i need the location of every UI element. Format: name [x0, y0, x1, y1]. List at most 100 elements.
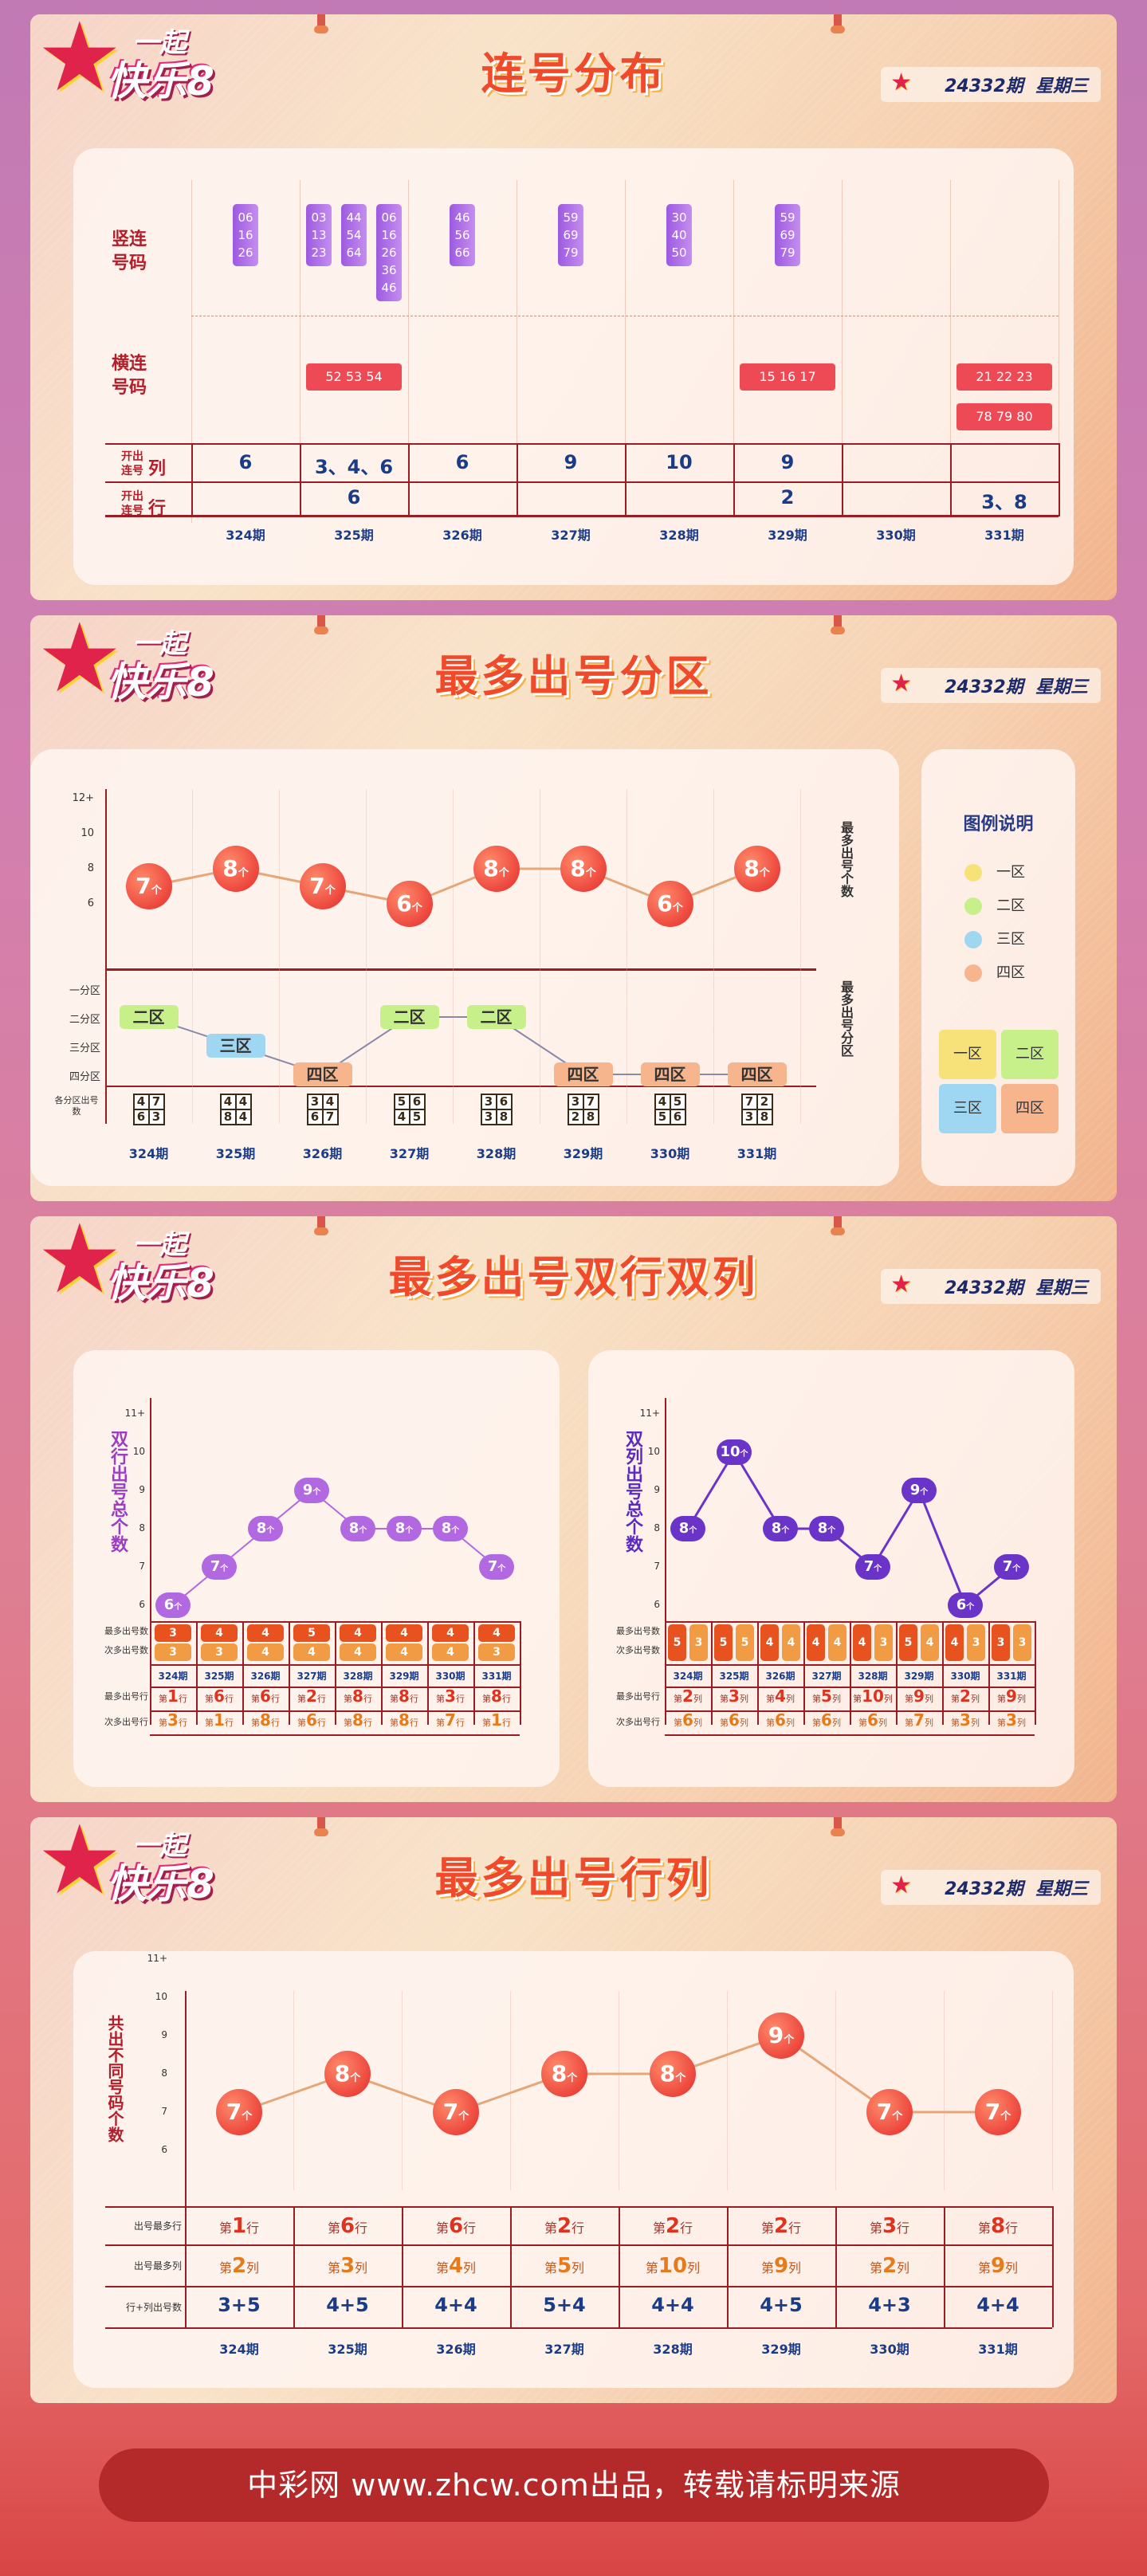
max-row-cell: 第2行 [727, 2214, 835, 2238]
ordinal: 第 [544, 2221, 557, 2236]
table-row-label: 次多出号数 [616, 1645, 660, 1655]
unit: 列 [693, 1694, 702, 1704]
zone-count: 5 [655, 1110, 670, 1124]
ordinal: 第 [435, 2260, 449, 2276]
zone-count: 4 [323, 1095, 337, 1109]
max-index: 9 [913, 1687, 925, 1706]
ordinal: 第 [390, 1718, 399, 1728]
double-row-card: 双行出号总个数 11+ 10 9 8 7 6 6个 7个 8个 9个 8个 8个 8个 7个 最多出号数 次多出… [73, 1350, 560, 1787]
zone-count: 3 [568, 1095, 583, 1109]
count-value: 7 [226, 2099, 242, 2125]
count-ball: 7个 [866, 2089, 913, 2135]
max-col: 3 [340, 2254, 355, 2278]
unit: 行 [680, 2221, 693, 2236]
count-value: 8 [659, 2060, 676, 2087]
count-unit: 个 [585, 867, 596, 879]
zone-count: 5 [395, 1095, 409, 1109]
table-row-label: 最多出号行 [104, 1691, 148, 1702]
legend-quadrant: 一区 二区 三区 四区 [939, 1030, 1059, 1133]
second-index: 3 [167, 1710, 179, 1730]
grid-line-h [105, 2244, 1052, 2246]
grid-line-v [944, 1991, 945, 2190]
period-label: 324期 [226, 528, 265, 543]
max-col: 9 [773, 2254, 789, 2278]
second-index-cell: 第7列 [896, 1710, 942, 1730]
legend-quad-1: 一区 [939, 1030, 996, 1079]
series-value: 8 [348, 1520, 359, 1537]
series-unit: 个 [740, 1450, 748, 1459]
count-ball: 7个 [125, 863, 172, 909]
y-tick: 12+ [72, 792, 94, 804]
unit: 行 [316, 1718, 326, 1728]
unit: 列 [897, 2260, 910, 2276]
y-tick: 8 [161, 2067, 167, 2079]
second-count: 3 [689, 1624, 708, 1661]
series-value: 7 [487, 1558, 498, 1575]
grid-line-v [850, 1621, 851, 1725]
grid-line-v [510, 2206, 512, 2327]
grid-line-h [150, 1621, 520, 1623]
unit: 行 [178, 1718, 187, 1728]
sum-value: 4+4 [434, 2294, 477, 2316]
vertical-run: 59 69 79 [775, 204, 800, 266]
second-count: 3 [201, 1643, 238, 1661]
max-count: 4 [201, 1624, 238, 1642]
zone-count: 3 [742, 1110, 756, 1124]
ordinal: 第 [205, 1718, 214, 1728]
unit: 行 [409, 1718, 418, 1728]
axis-mid [105, 968, 816, 971]
unit: 列 [739, 1694, 748, 1704]
second-index-cell: 第6行 [289, 1710, 335, 1730]
grid-line-v [402, 2206, 403, 2327]
period-label: 328期 [653, 2342, 693, 2357]
line-layer [238, 2034, 998, 2114]
max-index-cell: 第9列 [988, 1687, 1035, 1706]
max-col: 9 [990, 2254, 1006, 2278]
max-row-cell: 第8行 [944, 2214, 1052, 2238]
zone-count: 2 [757, 1095, 772, 1109]
max-index-cell: 第3行 [427, 1687, 473, 1706]
grid-line-v [835, 2206, 837, 2327]
second-count: 4 [828, 1624, 847, 1661]
ordinal: 第 [760, 2221, 774, 2236]
ordinal: 第 [997, 1694, 1007, 1704]
table-row-label: 行+列出号数 [125, 2302, 182, 2313]
consec-col-value: 9 [780, 451, 795, 473]
grid-line-v [293, 1991, 294, 2190]
ordinal: 第 [905, 1694, 914, 1704]
second-count: 4 [340, 1643, 376, 1661]
max-index: 6 [260, 1687, 271, 1706]
issue-badge: ★ 24332期 星期三 [881, 67, 1101, 102]
second-index: 8 [260, 1710, 271, 1730]
ordinal: 第 [482, 1694, 492, 1704]
count-unit: 个 [498, 867, 509, 879]
grid-line-v [381, 1621, 383, 1725]
max-index-cell: 第5列 [803, 1687, 850, 1706]
grid-line-h [105, 481, 1059, 483]
period-label: 329期 [563, 1146, 603, 1161]
series-unit: 个 [220, 1565, 229, 1573]
second-count: 4 [432, 1643, 469, 1661]
table-row-label: 次多出号数 [104, 1645, 148, 1655]
second-index-cell: 第6列 [803, 1710, 850, 1730]
count-unit: 个 [350, 2072, 361, 2084]
count-value: 7 [876, 2099, 893, 2125]
grid-line-v [727, 1991, 728, 2190]
series-value: 9 [909, 1482, 921, 1498]
grid-line-v [510, 1991, 511, 2190]
series-value: 8 [678, 1520, 689, 1537]
second-index: 6 [775, 1710, 786, 1730]
period-label: 329期 [761, 2342, 801, 2357]
line-layer [686, 1450, 1012, 1608]
grid-line-v [402, 1991, 403, 2190]
y-tick: 10 [647, 1446, 660, 1457]
y-tick: 11+ [124, 1408, 145, 1419]
max-row: 1 [231, 2214, 247, 2238]
max-index-cell: 第8行 [335, 1687, 381, 1706]
consec-col-value: 6 [238, 451, 253, 473]
series-unit: 个 [359, 1526, 367, 1535]
second-index: 3 [1006, 1710, 1017, 1730]
zone-count: 6 [670, 1110, 685, 1124]
zone-count: 3 [149, 1110, 163, 1124]
